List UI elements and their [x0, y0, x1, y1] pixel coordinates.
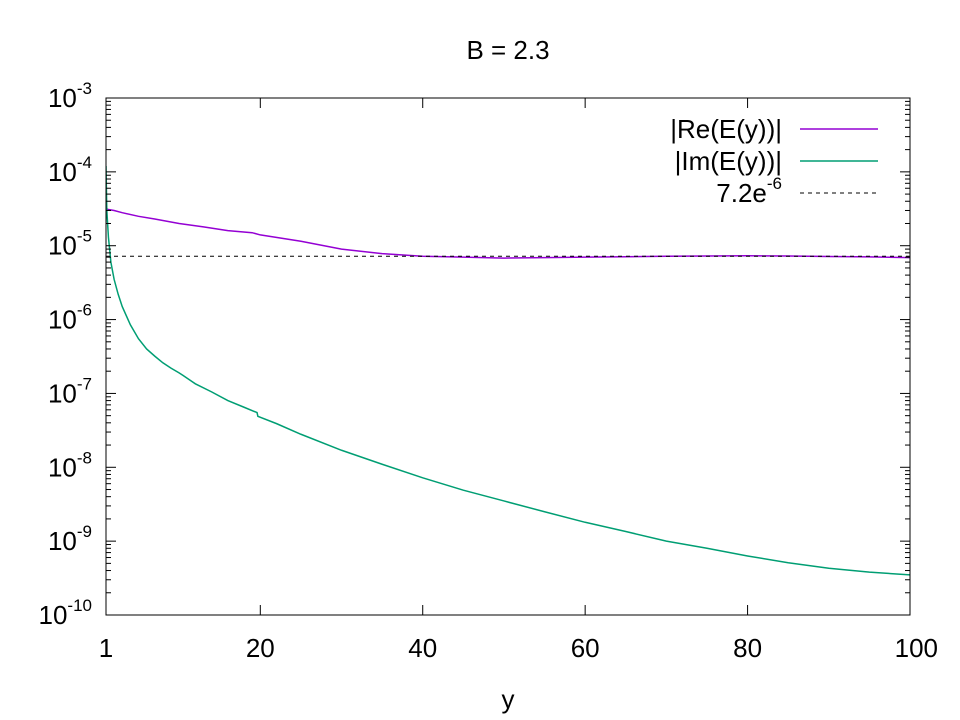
x-tick-label: 80: [733, 633, 762, 663]
y-tick-label: 10-8: [48, 448, 92, 482]
x-tick-label: 40: [408, 633, 437, 663]
plot-frame: [105, 97, 911, 616]
legend-label-1: |Im(E(y))|: [675, 146, 782, 176]
y-tick-label: 10-6: [48, 301, 92, 335]
x-tick-label: 100: [895, 633, 938, 663]
x-axis-label: y: [502, 684, 515, 714]
y-tick-label: 10-3: [48, 79, 92, 113]
legend: |Re(E(y))||Im(E(y))|7.2e-6: [670, 114, 878, 208]
y-tick-label: 10-7: [48, 374, 92, 408]
y-tick-labels: 10-3 10-4 10-5 10-6 10-7 10-8 10-9 10-10: [39, 79, 93, 630]
series-line-0: [106, 206, 910, 259]
series-line-1: [106, 165, 910, 576]
y-tick-label: 10-5: [48, 227, 92, 261]
y-tick-label: 10-4: [48, 153, 92, 187]
y-tick-label: 10-10: [39, 596, 93, 630]
x-tick-label: 60: [571, 633, 600, 663]
axis-ticks: [105, 97, 911, 616]
x-tick-labels: 1 20 40 60 80 100: [99, 633, 938, 663]
chart-title: B = 2.3: [466, 35, 549, 65]
x-tick-label: 1: [99, 633, 113, 663]
series-group: [106, 165, 910, 576]
legend-label-2: 7.2e-6: [716, 174, 782, 208]
y-tick-label: 10-9: [48, 522, 92, 556]
legend-label-0: |Re(E(y))|: [670, 114, 782, 144]
plot-content: [106, 165, 910, 576]
x-tick-label: 20: [246, 633, 275, 663]
